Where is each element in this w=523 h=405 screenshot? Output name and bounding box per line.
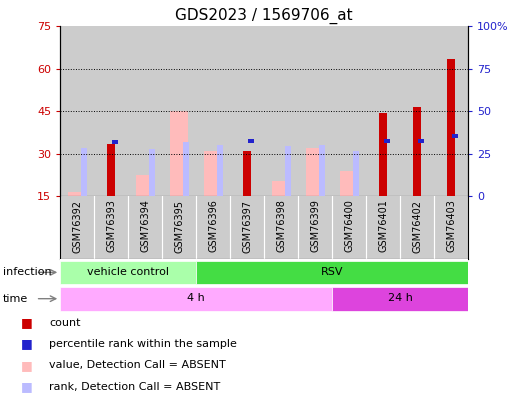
Bar: [332, 26, 366, 196]
Bar: [413, 107, 421, 196]
Text: ■: ■: [21, 359, 32, 372]
Bar: [81, 148, 87, 196]
Bar: [94, 26, 128, 196]
Bar: [298, 26, 332, 196]
Bar: [447, 59, 455, 196]
Text: 24 h: 24 h: [388, 293, 413, 303]
Bar: [196, 26, 230, 196]
Bar: [136, 175, 154, 196]
Title: GDS2023 / 1569706_at: GDS2023 / 1569706_at: [175, 7, 353, 23]
Bar: [170, 111, 188, 196]
Bar: [128, 26, 162, 196]
Bar: [272, 181, 290, 196]
Bar: [306, 148, 324, 196]
Text: time: time: [3, 294, 28, 304]
Text: rank, Detection Call = ABSENT: rank, Detection Call = ABSENT: [49, 382, 221, 392]
Bar: [162, 26, 196, 196]
Bar: [149, 149, 155, 196]
Text: GSM76398: GSM76398: [276, 200, 286, 252]
Bar: [332, 287, 468, 311]
Text: percentile rank within the sample: percentile rank within the sample: [49, 339, 237, 349]
Text: GSM76403: GSM76403: [446, 200, 456, 252]
Text: GSM76400: GSM76400: [344, 200, 354, 252]
Bar: [230, 26, 264, 196]
Text: GSM76393: GSM76393: [106, 200, 116, 252]
Bar: [264, 26, 298, 196]
Bar: [353, 151, 359, 196]
Bar: [204, 151, 222, 196]
Text: GSM76395: GSM76395: [174, 200, 184, 253]
Text: GSM76402: GSM76402: [412, 200, 422, 253]
Bar: [107, 144, 115, 196]
Bar: [384, 139, 390, 143]
Bar: [248, 139, 254, 143]
Text: GSM76401: GSM76401: [378, 200, 388, 252]
Bar: [285, 146, 291, 196]
Bar: [379, 113, 387, 196]
Text: GSM76399: GSM76399: [310, 200, 320, 252]
Text: GSM76394: GSM76394: [140, 200, 150, 252]
Text: ■: ■: [21, 337, 32, 350]
Text: GSM76392: GSM76392: [72, 200, 82, 253]
Text: ■: ■: [21, 380, 32, 393]
Bar: [196, 260, 468, 284]
Bar: [112, 140, 118, 144]
Bar: [418, 139, 424, 143]
Bar: [68, 192, 86, 196]
Text: infection: infection: [3, 267, 51, 277]
Text: value, Detection Call = ABSENT: value, Detection Call = ABSENT: [49, 360, 226, 370]
Bar: [183, 142, 189, 196]
Text: GSM76397: GSM76397: [242, 200, 252, 253]
Bar: [319, 145, 325, 196]
Text: vehicle control: vehicle control: [87, 267, 169, 277]
Bar: [366, 26, 400, 196]
Text: ■: ■: [21, 316, 32, 329]
Bar: [400, 26, 434, 196]
Bar: [217, 145, 223, 196]
Text: GSM76396: GSM76396: [208, 200, 218, 252]
Text: 4 h: 4 h: [187, 293, 205, 303]
Bar: [60, 287, 332, 311]
Bar: [340, 171, 358, 196]
Bar: [243, 151, 251, 196]
Text: RSV: RSV: [321, 267, 344, 277]
Bar: [60, 26, 94, 196]
Bar: [60, 260, 196, 284]
Bar: [452, 134, 458, 138]
Bar: [434, 26, 468, 196]
Text: count: count: [49, 318, 81, 328]
